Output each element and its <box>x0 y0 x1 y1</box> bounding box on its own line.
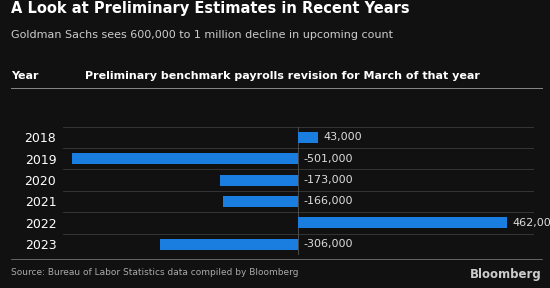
Text: Year: Year <box>11 71 38 81</box>
Bar <box>223 196 298 207</box>
Text: Goldman Sachs sees 600,000 to 1 million decline in upcoming count: Goldman Sachs sees 600,000 to 1 million … <box>11 30 393 40</box>
Text: 462,000: 462,000 <box>513 218 550 228</box>
Bar <box>160 239 298 250</box>
Text: A Look at Preliminary Estimates in Recent Years: A Look at Preliminary Estimates in Recen… <box>11 1 410 16</box>
Text: Source: Bureau of Labor Statistics data compiled by Bloomberg: Source: Bureau of Labor Statistics data … <box>11 268 299 277</box>
Text: -306,000: -306,000 <box>304 239 353 249</box>
Text: Preliminary benchmark payrolls revision for March of that year: Preliminary benchmark payrolls revision … <box>85 71 480 81</box>
Bar <box>220 175 298 186</box>
Bar <box>72 153 298 164</box>
Text: 43,000: 43,000 <box>323 132 362 142</box>
Text: -166,000: -166,000 <box>304 196 353 206</box>
Text: -173,000: -173,000 <box>304 175 354 185</box>
Bar <box>298 217 507 228</box>
Bar <box>298 132 318 143</box>
Text: -501,000: -501,000 <box>304 154 353 164</box>
Text: Bloomberg: Bloomberg <box>470 268 542 281</box>
